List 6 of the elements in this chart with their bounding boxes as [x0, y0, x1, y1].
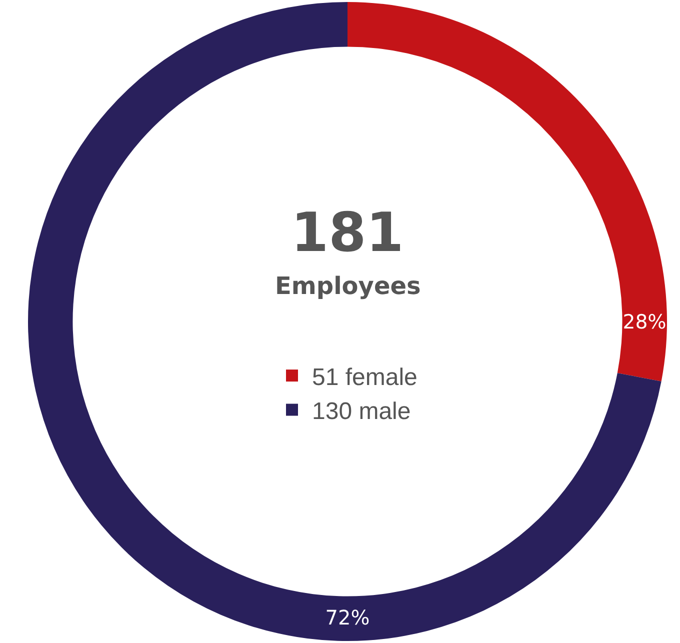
- data-label: 28%: [622, 310, 666, 334]
- text: 181: [291, 201, 404, 264]
- data-label: 72%: [325, 605, 370, 630]
- legend-label: 130 male: [312, 398, 411, 426]
- legend-label: 51 female: [312, 364, 418, 391]
- text: Employees: [275, 272, 421, 300]
